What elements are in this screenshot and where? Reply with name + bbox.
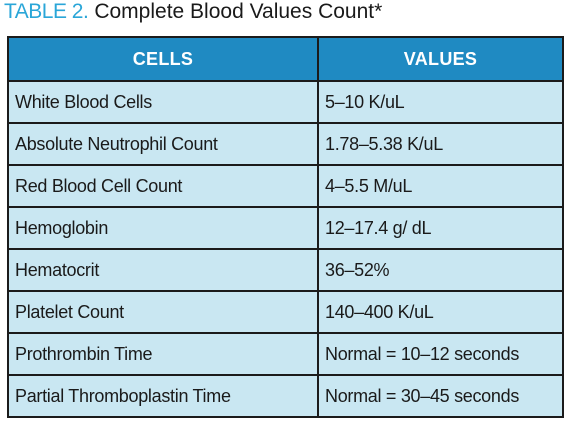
header-cells: CELLS <box>7 36 319 82</box>
cell-name: White Blood Cells <box>7 80 319 124</box>
cell-value: 5–10 K/uL <box>317 80 564 124</box>
table-header-row: CELLS VALUES <box>7 36 564 82</box>
cell-value: 140–400 K/uL <box>317 290 564 334</box>
table-row: Red Blood Cell Count 4–5.5 M/uL <box>7 164 564 208</box>
table-row: Platelet Count 140–400 K/uL <box>7 290 564 334</box>
cell-name: Platelet Count <box>7 290 319 334</box>
table-caption: TABLE 2. Complete Blood Values Count* <box>4 0 382 28</box>
table-row: White Blood Cells 5–10 K/uL <box>7 80 564 124</box>
cell-value: 36–52% <box>317 248 564 292</box>
cell-name: Red Blood Cell Count <box>7 164 319 208</box>
table-number-label: TABLE 2. <box>4 0 89 23</box>
cell-value: 12–17.4 g/ dL <box>317 206 564 250</box>
cell-name: Partial Thromboplastin Time <box>7 374 319 418</box>
table-row: Absolute Neutrophil Count 1.78–5.38 K/uL <box>7 122 564 166</box>
cell-name: Hemoglobin <box>7 206 319 250</box>
table-row: Prothrombin Time Normal = 10–12 seconds <box>7 332 564 376</box>
blood-values-table: CELLS VALUES White Blood Cells 5–10 K/uL… <box>7 36 564 418</box>
cell-value: Normal = 30–45 seconds <box>317 374 564 418</box>
cell-value: 1.78–5.38 K/uL <box>317 122 564 166</box>
table-row: Partial Thromboplastin Time Normal = 30–… <box>7 374 564 418</box>
cell-name: Prothrombin Time <box>7 332 319 376</box>
cell-name: Hematocrit <box>7 248 319 292</box>
table-row: Hematocrit 36–52% <box>7 248 564 292</box>
table-title: Complete Blood Values Count* <box>94 0 383 23</box>
cell-value: Normal = 10–12 seconds <box>317 332 564 376</box>
cell-name: Absolute Neutrophil Count <box>7 122 319 166</box>
table-row: Hemoglobin 12–17.4 g/ dL <box>7 206 564 250</box>
cell-value: 4–5.5 M/uL <box>317 164 564 208</box>
header-values: VALUES <box>317 36 564 82</box>
